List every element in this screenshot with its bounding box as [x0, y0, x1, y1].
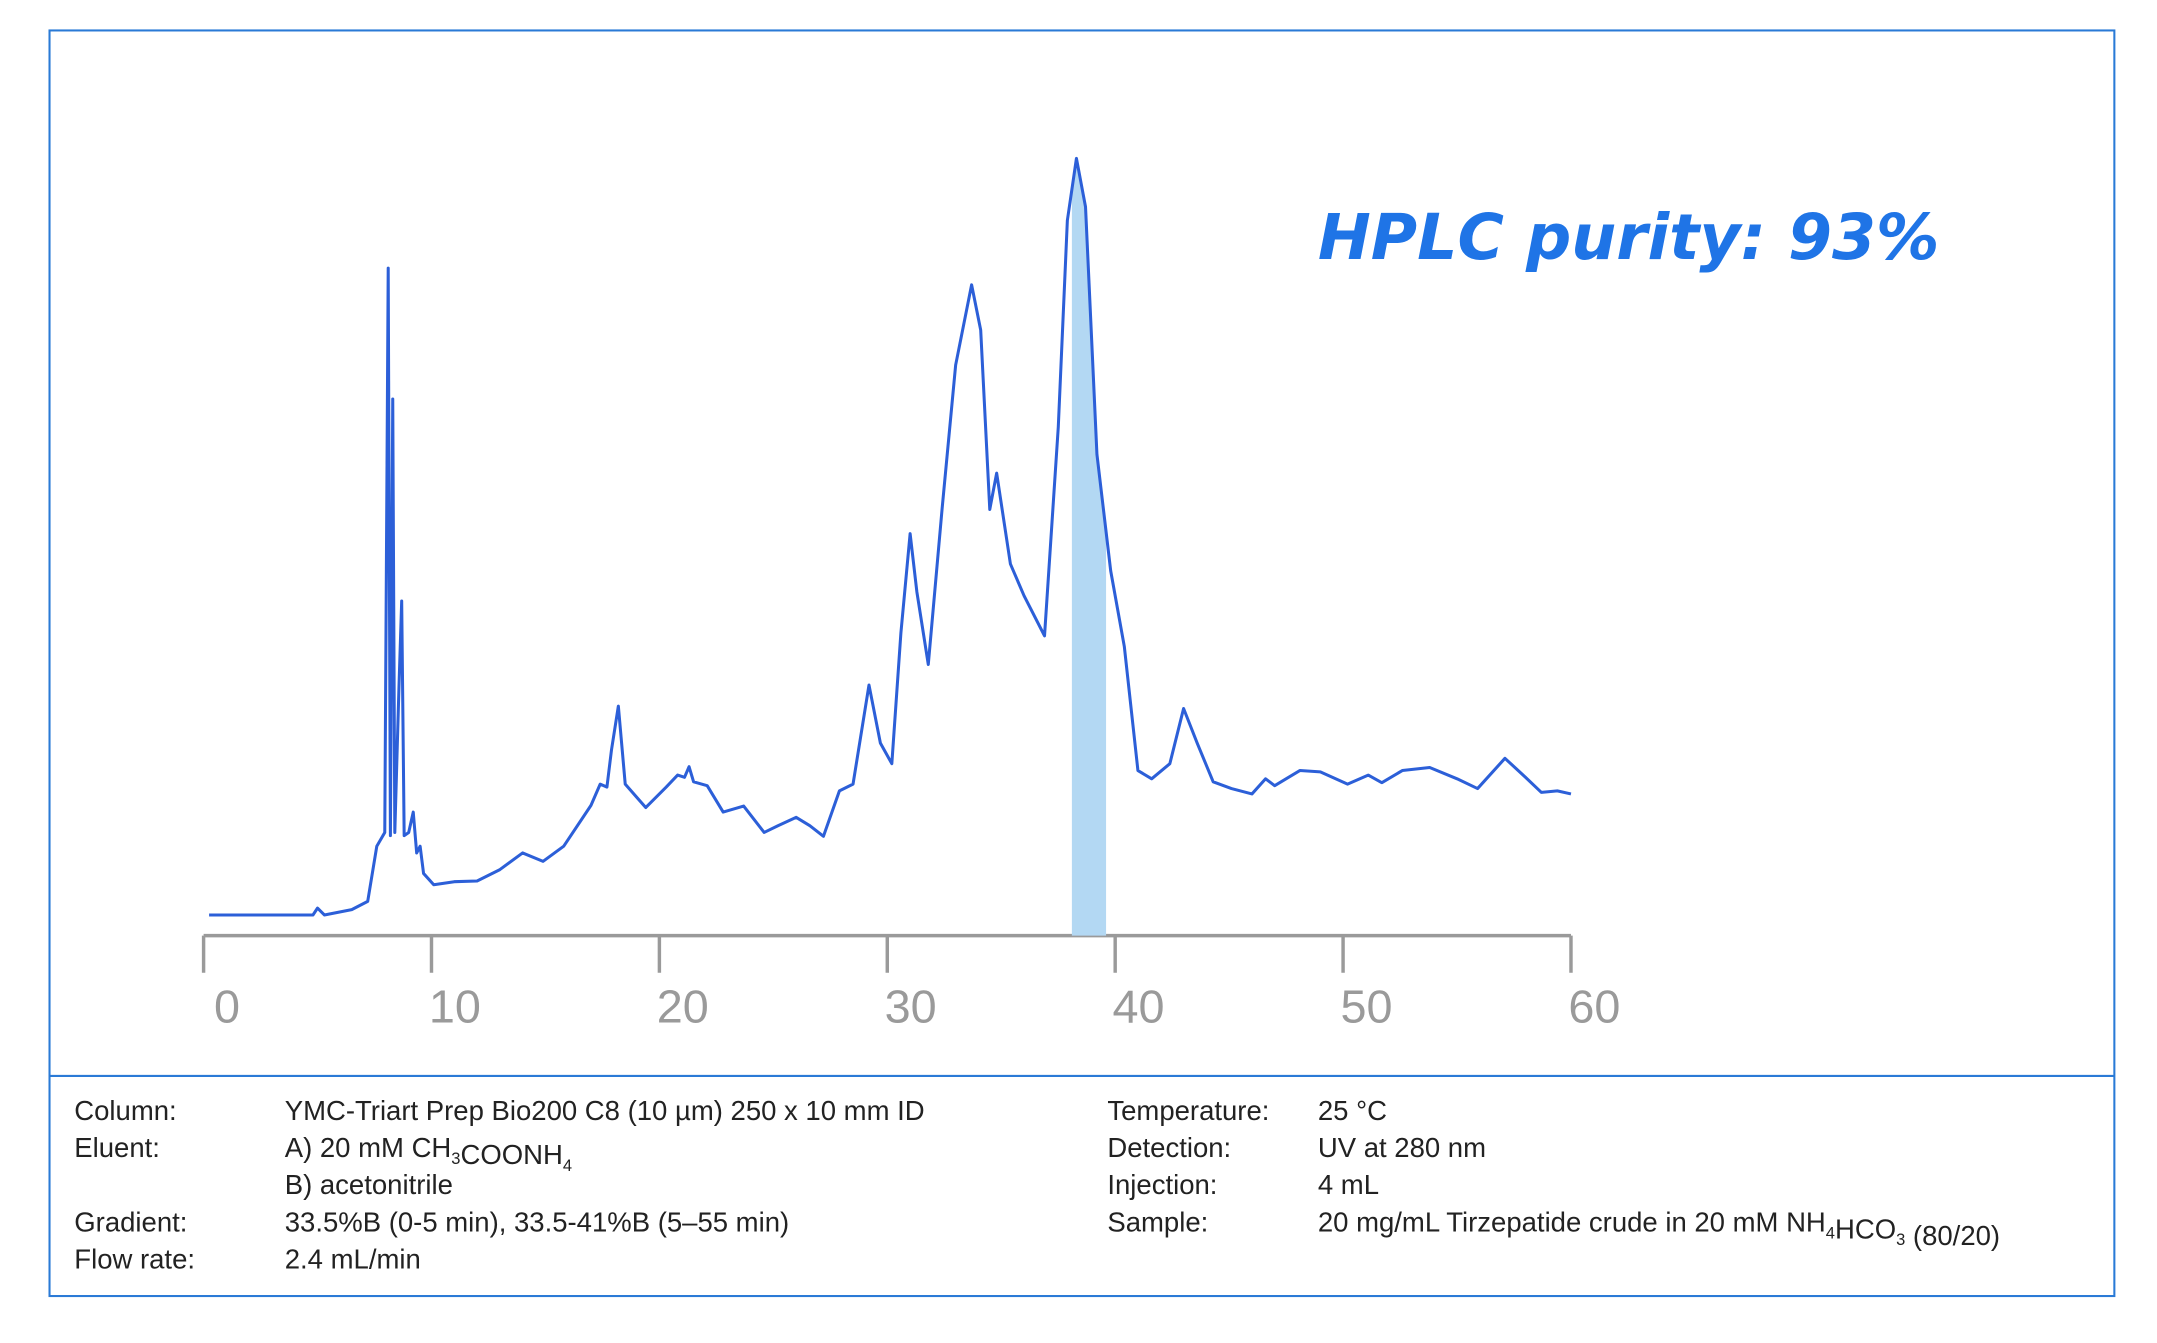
condition-value: A) 20 mM CH3COONH4	[285, 1132, 572, 1175]
text-part: 25 °C	[1318, 1095, 1387, 1126]
text-part: UV at 280 nm	[1318, 1132, 1486, 1163]
subscript: 3	[1896, 1231, 1905, 1249]
x-tick-label: 0	[214, 980, 240, 1032]
text-part: 4 mL	[1318, 1169, 1379, 1200]
condition-label: Gradient:	[74, 1206, 187, 1237]
condition-label: Temperature:	[1107, 1095, 1269, 1126]
condition-label: Flow rate:	[74, 1244, 195, 1275]
condition-value: UV at 280 nm	[1318, 1132, 1486, 1163]
frame	[48, 29, 2116, 1298]
condition-label: Injection:	[1107, 1169, 1217, 1200]
condition-value: YMC-Triart Prep Bio200 C8 (10 µm) 250 x …	[285, 1095, 925, 1126]
condition-value: 20 mg/mL Tirzepatide crude in 20 mM NH4H…	[1318, 1206, 2000, 1251]
text-part: B) acetonitrile	[285, 1169, 453, 1200]
condition-value: 25 °C	[1318, 1095, 1387, 1126]
condition-value: 33.5%B (0-5 min), 33.5-41%B (5–55 min)	[285, 1206, 789, 1237]
text-part: A) 20 mM CH	[285, 1132, 452, 1163]
condition-value: 2.4 mL/min	[285, 1244, 421, 1275]
condition-value: 4 mL	[1318, 1169, 1379, 1200]
x-tick-label: 50	[1340, 980, 1392, 1032]
text-part: COONH	[460, 1139, 562, 1170]
x-tick-label: 40	[1113, 980, 1165, 1032]
subscript: 4	[563, 1157, 572, 1175]
x-tick-label: 60	[1568, 980, 1620, 1032]
condition-label: Column:	[74, 1095, 176, 1126]
condition-value: B) acetonitrile	[285, 1169, 453, 1200]
chromatogram-line	[209, 156, 1572, 917]
subscript: 3	[451, 1150, 460, 1168]
annotation: HPLC purity: 93%	[1318, 200, 1940, 274]
text-part: (80/20)	[1905, 1220, 2000, 1251]
conditions: Column: YMC-Triart Prep Bio200 C8 (10 µm)…	[74, 1095, 2000, 1275]
collected-fraction	[1071, 158, 1107, 936]
condition-label: Detection:	[1107, 1132, 1231, 1163]
x-tick-label: 20	[657, 980, 709, 1032]
text-part: 33.5%B (0-5 min), 33.5-41%B (5–55 min)	[285, 1206, 789, 1237]
plot: 0 10 20 30 40 50 60	[201, 156, 1620, 1032]
condition-label: Eluent:	[74, 1132, 160, 1163]
x-tick-label: 10	[429, 980, 481, 1032]
text-part: 2.4 mL/min	[285, 1244, 421, 1275]
subscript: 4	[1826, 1224, 1835, 1242]
text-part: 20 mg/mL Tirzepatide crude in 20 mM NH	[1318, 1206, 1826, 1237]
text-part: HCO	[1835, 1213, 1896, 1244]
x-tick-label: 30	[885, 980, 937, 1032]
condition-label: Sample:	[1107, 1206, 1208, 1237]
text-part: YMC-Triart Prep Bio200 C8 (10 µm) 250 x …	[285, 1095, 925, 1126]
